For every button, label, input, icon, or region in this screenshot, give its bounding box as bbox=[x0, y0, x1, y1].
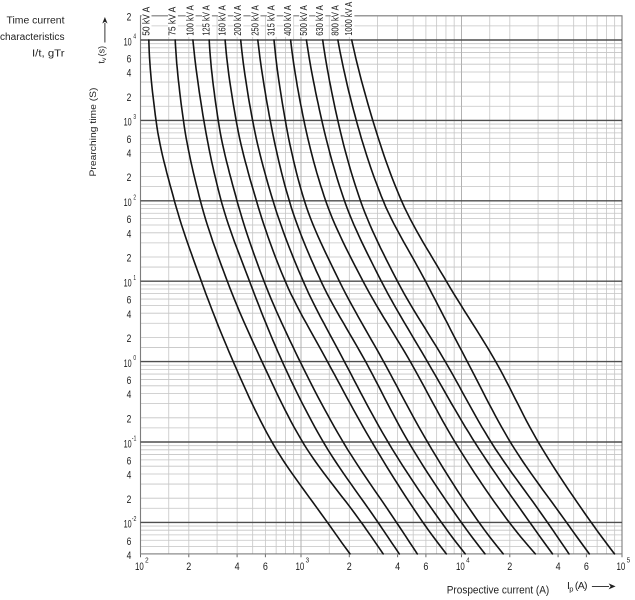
svg-text:4: 4 bbox=[395, 561, 400, 573]
svg-text:800 kV A: 800 kV A bbox=[330, 5, 341, 36]
svg-text:125 kV A: 125 kV A bbox=[202, 5, 213, 36]
svg-text:I/t, gTr: I/t, gTr bbox=[32, 48, 65, 59]
svg-text:10: 10 bbox=[617, 561, 626, 573]
svg-text:6: 6 bbox=[127, 134, 132, 146]
svg-text:315 kV A: 315 kV A bbox=[267, 5, 278, 36]
svg-text:2: 2 bbox=[127, 253, 132, 265]
svg-text:2: 2 bbox=[127, 413, 132, 425]
svg-text:2: 2 bbox=[127, 92, 132, 104]
svg-text:2: 2 bbox=[127, 333, 132, 345]
svg-text:2: 2 bbox=[145, 556, 149, 565]
svg-text:4: 4 bbox=[127, 68, 132, 80]
svg-text:4: 4 bbox=[556, 561, 561, 573]
svg-text:4: 4 bbox=[466, 556, 470, 565]
svg-text:3: 3 bbox=[306, 556, 310, 565]
svg-text:160 kV A: 160 kV A bbox=[218, 5, 229, 36]
svg-text:Prospective current (A): Prospective current (A) bbox=[447, 585, 550, 597]
svg-text:2: 2 bbox=[347, 561, 352, 573]
svg-text:0: 0 bbox=[133, 353, 136, 362]
svg-text:-1: -1 bbox=[132, 434, 137, 443]
svg-text:6: 6 bbox=[127, 455, 132, 467]
svg-text:50 kV A: 50 kV A bbox=[141, 6, 152, 35]
svg-text:6: 6 bbox=[127, 536, 132, 548]
svg-text:characteristics: characteristics bbox=[0, 32, 65, 43]
svg-text:200 kV A: 200 kV A bbox=[233, 5, 244, 36]
svg-text:630 kV A: 630 kV A bbox=[315, 5, 326, 36]
svg-text:4: 4 bbox=[127, 389, 132, 401]
svg-text:10: 10 bbox=[124, 519, 132, 531]
svg-text:6: 6 bbox=[584, 561, 589, 573]
svg-text:5: 5 bbox=[627, 556, 631, 565]
svg-text:10: 10 bbox=[124, 197, 132, 209]
svg-text:4: 4 bbox=[127, 309, 132, 321]
svg-text:100 kV A: 100 kV A bbox=[185, 5, 196, 36]
svg-text:10: 10 bbox=[124, 36, 132, 48]
svg-text:10: 10 bbox=[135, 561, 144, 573]
svg-text:4: 4 bbox=[127, 148, 132, 160]
svg-text:Time current: Time current bbox=[7, 15, 65, 26]
svg-text:2: 2 bbox=[186, 561, 191, 573]
svg-text:500 kV A: 500 kV A bbox=[299, 5, 310, 36]
svg-text:1000 kV A: 1000 kV A bbox=[344, 1, 355, 35]
svg-text:4: 4 bbox=[235, 561, 240, 573]
svg-text:10: 10 bbox=[456, 561, 465, 573]
svg-text:75 kV A: 75 kV A bbox=[168, 6, 179, 35]
svg-text:Ip (A): Ip (A) bbox=[567, 580, 588, 594]
svg-text:6: 6 bbox=[127, 53, 132, 65]
svg-text:10: 10 bbox=[124, 117, 132, 129]
svg-text:1: 1 bbox=[133, 273, 136, 282]
svg-text:4: 4 bbox=[127, 470, 132, 482]
svg-text:Prearching time (S): Prearching time (S) bbox=[88, 88, 99, 177]
svg-text:10: 10 bbox=[124, 358, 132, 370]
svg-text:2: 2 bbox=[133, 192, 136, 201]
svg-text:6: 6 bbox=[127, 295, 132, 307]
svg-text:400 kV A: 400 kV A bbox=[283, 5, 294, 36]
svg-text:4: 4 bbox=[127, 228, 132, 240]
svg-text:-2: -2 bbox=[132, 514, 137, 523]
svg-text:6: 6 bbox=[127, 214, 132, 226]
svg-text:2: 2 bbox=[127, 11, 132, 23]
svg-text:2: 2 bbox=[127, 494, 132, 506]
svg-text:250 kV A: 250 kV A bbox=[250, 5, 261, 36]
svg-text:2: 2 bbox=[507, 561, 512, 573]
svg-text:10: 10 bbox=[124, 278, 132, 290]
svg-text:4: 4 bbox=[127, 550, 132, 562]
svg-text:4: 4 bbox=[133, 32, 136, 41]
svg-text:3: 3 bbox=[133, 112, 136, 121]
svg-text:2: 2 bbox=[127, 172, 132, 184]
svg-text:10: 10 bbox=[296, 561, 305, 573]
svg-text:10: 10 bbox=[124, 438, 132, 450]
svg-text:6: 6 bbox=[423, 561, 428, 573]
svg-text:tv(s): tv(s) bbox=[96, 46, 108, 64]
svg-text:6: 6 bbox=[127, 375, 132, 387]
svg-text:6: 6 bbox=[263, 561, 268, 573]
